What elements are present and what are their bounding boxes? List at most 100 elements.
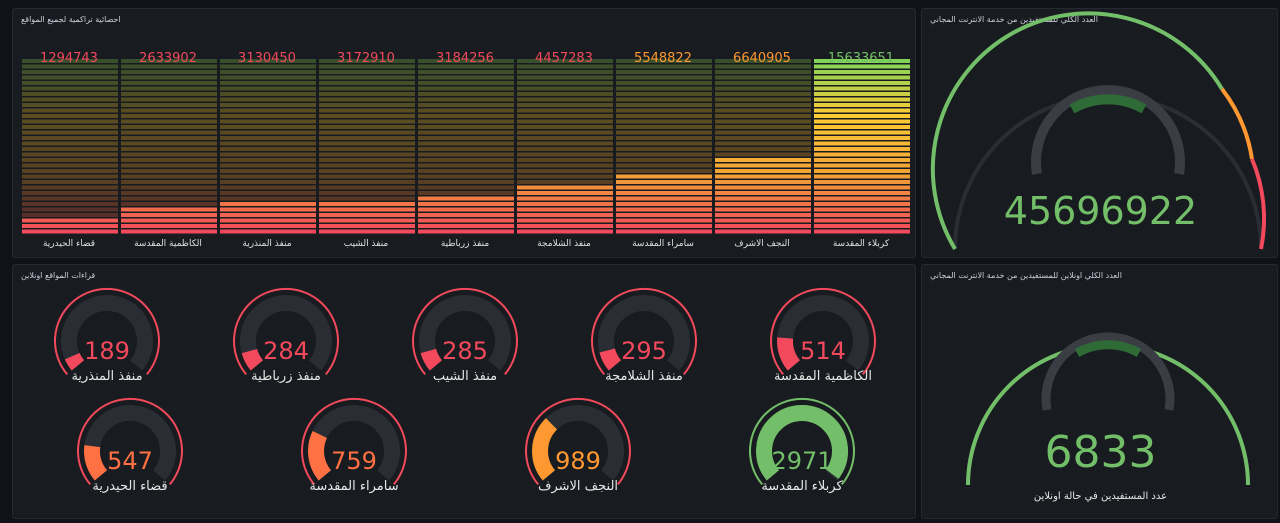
bar-segment: [814, 92, 910, 96]
bar-segment: [517, 163, 613, 168]
bar-segment: [121, 152, 217, 157]
bar-segment: [616, 163, 712, 168]
online-sites-panel: قراءات المواقع اونلاين 189 منفذ المنذرية 2…: [12, 264, 916, 519]
gauge-label: النجف الاشرف: [537, 479, 619, 494]
bar-segment: [814, 158, 910, 162]
bar-segment: [418, 141, 514, 146]
bar-segment: [814, 119, 910, 124]
bar-segment: [418, 213, 514, 217]
bar-segment: [616, 103, 712, 107]
gauge-label: الكاظمية المقدسة: [774, 369, 872, 384]
bar-segment: [220, 141, 316, 146]
bar-segment: [616, 97, 712, 102]
gauge-label: قضاء الحيدرية: [92, 479, 168, 494]
bar-segment: [616, 136, 712, 140]
bar-segment: [121, 70, 217, 74]
bar-segment: [121, 114, 217, 118]
bar-segment: [319, 174, 415, 179]
bar-value: 3130450: [238, 51, 296, 66]
bar-segment: [517, 202, 613, 206]
bar-segment: [715, 130, 811, 135]
bar-segment: [616, 180, 712, 184]
bar-segment: [814, 169, 910, 173]
bar-segment: [121, 169, 217, 173]
bar-segment: [319, 130, 415, 135]
bar-segment: [517, 141, 613, 146]
bar-segment: [418, 92, 514, 96]
bar-segment: [418, 158, 514, 162]
gauge-value: 285: [442, 337, 488, 365]
bar-segment: [715, 108, 811, 113]
bar-segment: [319, 147, 415, 151]
online-total-panel: العدد الكلي اونلاين للمستفيدين من خدمة ا…: [921, 264, 1278, 519]
bar-segment: [814, 114, 910, 118]
bar-segment: [22, 108, 118, 113]
bar-segment: [616, 141, 712, 146]
bar-segment: [616, 213, 712, 217]
bar-segment: [220, 97, 316, 102]
bar-segment: [418, 75, 514, 80]
bar-segment: [715, 136, 811, 140]
bar-segment: [418, 103, 514, 107]
bar-segment: [22, 97, 118, 102]
bar-segment: [616, 158, 712, 162]
bar-segment: [319, 103, 415, 107]
bar-segment: [220, 75, 316, 80]
gauge-label: كربلاء المقدسة: [761, 479, 843, 494]
bar-segment: [22, 191, 118, 195]
bar-segment: [22, 207, 118, 212]
bar-segment: [517, 158, 613, 162]
bar-segment: [22, 158, 118, 162]
bar-segment: [22, 59, 118, 63]
bar-segment: [517, 81, 613, 85]
bar-segment: [121, 163, 217, 168]
bar-segment: [319, 202, 415, 206]
bar-segment: [121, 136, 217, 140]
bar-segment: [22, 229, 118, 234]
bar-segment: [220, 114, 316, 118]
cumulative-bars-panel: احصائية تراكمية لجميع المواقع 1294743 قضا…: [12, 8, 916, 258]
bar-value: 5548822: [634, 51, 692, 66]
bar-segment: [715, 103, 811, 107]
bar-segment: [517, 136, 613, 140]
bar-segment: [616, 147, 712, 151]
bar-segment: [814, 59, 910, 63]
bar-segment: [418, 97, 514, 102]
online-total-gauge: [966, 332, 1250, 486]
bar-segment: [220, 130, 316, 135]
bar-segment: [517, 86, 613, 91]
bar-segment: [517, 108, 613, 113]
bar-segment: [121, 180, 217, 184]
bar-segment: [715, 75, 811, 80]
bar-segment: [715, 180, 811, 184]
gauge-value: 2971: [771, 447, 833, 475]
bar-segment: [616, 92, 712, 96]
bar-segment: [418, 125, 514, 129]
bar-segment: [418, 174, 514, 179]
online-total-label: عدد المستفيدين في حالة اونلاين: [1033, 491, 1168, 502]
bar-segment: [22, 125, 118, 129]
bar-segment: [121, 174, 217, 179]
bar-segment: [22, 218, 118, 223]
gauge-value: 547: [107, 447, 153, 475]
bar-segment: [220, 191, 316, 195]
bar-segment: [319, 218, 415, 223]
bar-segment: [418, 147, 514, 151]
bar-segment: [616, 174, 712, 179]
bar-segment: [517, 218, 613, 223]
bar-segment: [814, 125, 910, 129]
bar-segment: [22, 202, 118, 206]
bar-segment: [418, 152, 514, 157]
bar-segment: [517, 224, 613, 228]
bar-value: 15633651: [827, 51, 895, 66]
bar-segment: [220, 81, 316, 85]
bar-segment: [220, 196, 316, 201]
bar-segment: [220, 125, 316, 129]
bar-segment: [715, 169, 811, 173]
bar-segment: [814, 207, 910, 212]
total-gauge-arc: [930, 11, 1224, 251]
bar-segment: [715, 81, 811, 85]
bar-segment: [517, 125, 613, 129]
bar-segment: [715, 202, 811, 206]
bar-segment: [418, 70, 514, 74]
